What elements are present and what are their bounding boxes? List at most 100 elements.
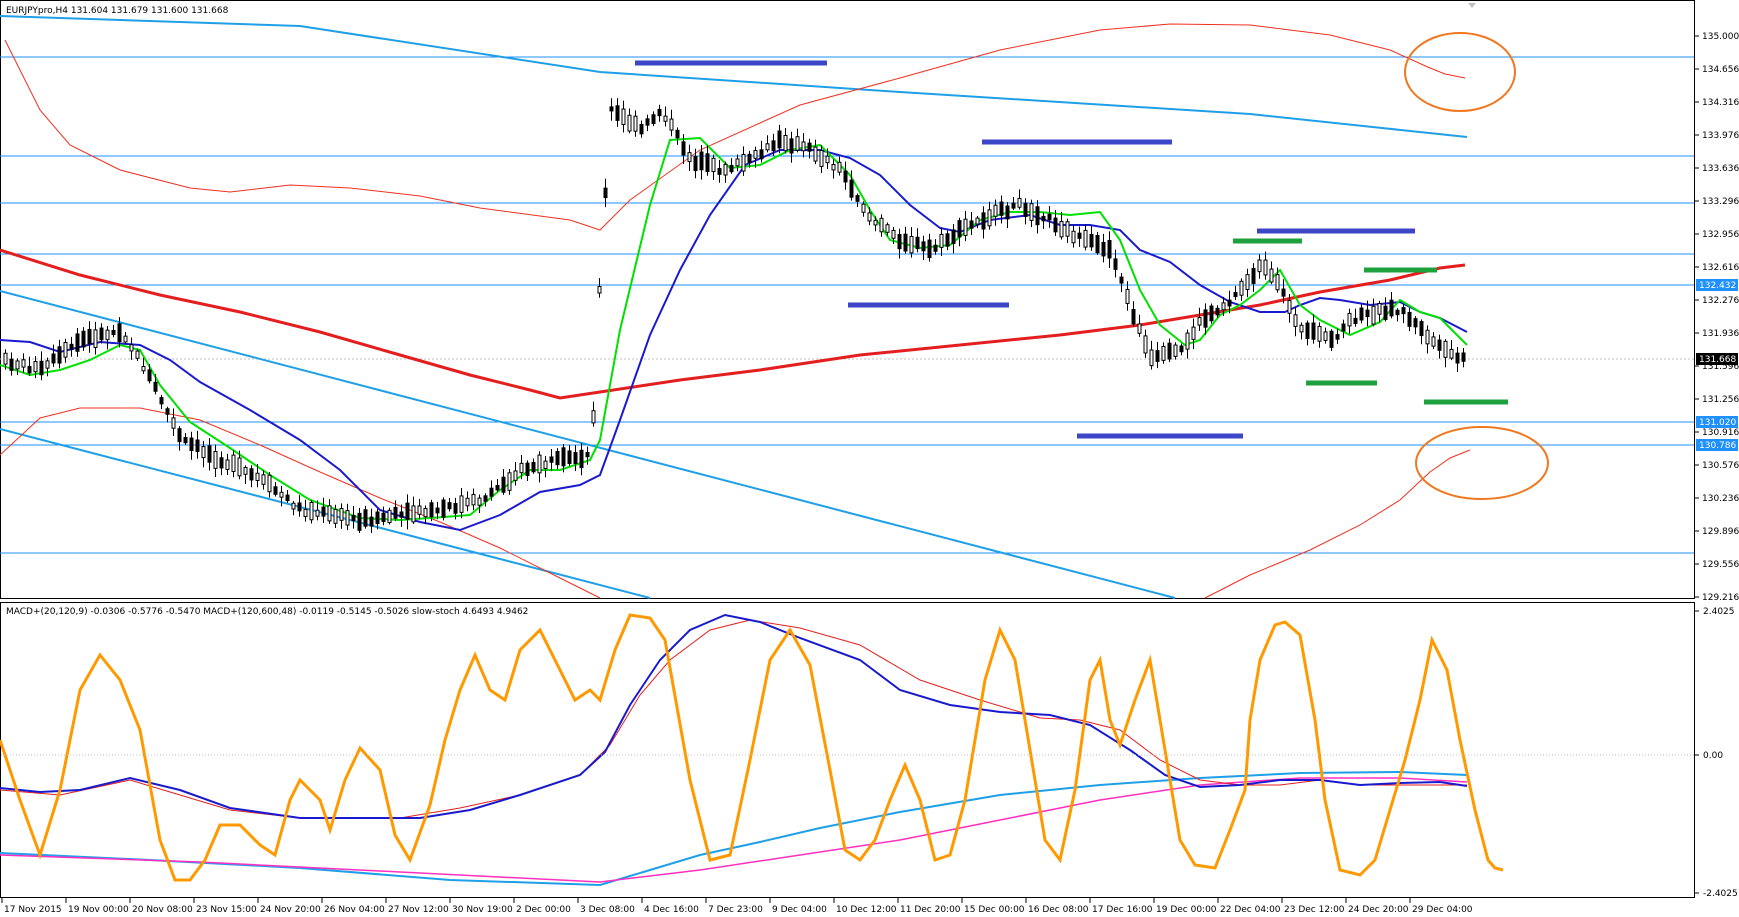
highlight-circles[interactable] <box>1404 32 1549 500</box>
candle-body <box>1179 345 1184 353</box>
candle-body <box>765 143 770 151</box>
candle-body <box>777 130 782 149</box>
candle-body <box>1419 321 1424 337</box>
candle-body <box>1347 312 1352 327</box>
time-tick-label: 22 Dec 04:00 <box>1220 905 1281 915</box>
level-markers[interactable] <box>635 60 1508 439</box>
candle-body <box>729 164 734 173</box>
candle-body <box>501 476 506 493</box>
candle-body <box>351 514 356 522</box>
candle-body <box>1101 241 1106 257</box>
candle-body <box>279 491 284 498</box>
price-tag <box>1696 416 1738 428</box>
candle-body <box>633 115 638 132</box>
time-tick-label: 3 Dec 08:00 <box>580 905 635 915</box>
price-tag <box>1696 353 1738 365</box>
candle-body <box>1257 259 1262 273</box>
candle-body <box>153 381 158 392</box>
candle-body <box>327 505 332 522</box>
candle-body <box>1161 345 1166 361</box>
price-tick-label: 132.956 <box>1702 230 1739 240</box>
candle-body <box>441 499 446 518</box>
time-tick-label: 29 Dec 04:00 <box>1412 905 1473 915</box>
candle-body <box>1461 352 1466 362</box>
candle-body <box>261 474 266 485</box>
price-tick-label: 131.596 <box>1702 362 1739 372</box>
candle-body <box>1311 322 1316 340</box>
candle-body <box>1173 344 1178 357</box>
candle-body <box>555 451 560 466</box>
candle-body <box>669 118 674 131</box>
candle-body <box>705 153 710 173</box>
candle-body <box>105 329 110 341</box>
candle-body <box>33 361 38 373</box>
indicator-title: MACD+(20,120,9) -0.0306 -0.5776 -0.5470 … <box>6 607 528 617</box>
candle-body <box>867 212 872 222</box>
candle-body <box>1275 274 1280 291</box>
candle-body <box>1095 235 1100 254</box>
candle-body <box>483 495 488 502</box>
candle-body <box>381 512 386 523</box>
price-tick-label: 133.636 <box>1702 164 1739 174</box>
candle-body <box>801 141 806 152</box>
candle-body <box>1413 318 1418 328</box>
candle-body <box>1389 299 1394 317</box>
candle-body <box>723 163 728 176</box>
scroll-marker-icon[interactable] <box>1468 3 1476 8</box>
candle-body <box>747 153 752 163</box>
candle-body <box>477 497 482 506</box>
candle-body <box>255 472 260 481</box>
candle-body <box>1191 326 1196 340</box>
candle-body <box>1035 206 1040 226</box>
candle-body <box>69 343 74 351</box>
candle-body <box>1431 336 1436 347</box>
candle-body <box>207 445 212 463</box>
candle-body <box>825 155 830 164</box>
candle-body <box>807 142 812 152</box>
candle-body <box>75 333 80 352</box>
candle-body <box>909 235 914 254</box>
candle-body <box>1023 202 1028 218</box>
envelope-bands <box>0 23 1471 599</box>
candle-body <box>1341 323 1346 332</box>
candle-body <box>609 106 614 112</box>
candle-body <box>849 179 854 198</box>
candle-body <box>525 462 530 476</box>
candle-body <box>405 502 410 520</box>
candle-body <box>759 149 764 160</box>
candle-body <box>315 509 320 517</box>
candle-body <box>1329 330 1334 348</box>
candle-body <box>1281 288 1286 297</box>
candle-body <box>1365 309 1370 318</box>
candlesticks[interactable] <box>3 98 1466 534</box>
candle-body <box>93 329 98 348</box>
candle-body <box>573 452 578 465</box>
candle-body <box>1425 329 1430 345</box>
candle-body <box>687 152 692 163</box>
candle-body <box>1233 292 1238 298</box>
main-price-panel[interactable] <box>0 0 1695 599</box>
candle-body <box>1131 309 1136 325</box>
time-tick-label: 23 Nov 15:00 <box>196 905 257 915</box>
candle-body <box>177 428 182 443</box>
candle-body <box>861 203 866 213</box>
candle-body <box>1377 302 1382 315</box>
price-axis[interactable]: 135.000 134.656 134.316 133.976 133.636 133.2… <box>1694 32 1739 603</box>
time-tick-label: 17 Nov 2015 <box>4 905 62 915</box>
candle-body <box>735 158 740 167</box>
candle-body <box>231 454 236 472</box>
time-axis[interactable]: 17 Nov 2015 19 Nov 00:00 20 Nov 08:00 23 No… <box>1 898 1473 915</box>
candle-body <box>1149 349 1154 367</box>
candle-body <box>663 115 668 122</box>
indicator-axis[interactable]: 2.4025 0.00 -2.4025 <box>1694 607 1738 899</box>
price-tick-label: 130.236 <box>1702 494 1739 504</box>
candle-body <box>1113 258 1118 270</box>
candle-body <box>321 506 326 517</box>
candle-body <box>543 460 548 469</box>
candle-body <box>567 450 572 464</box>
candle-body <box>363 509 368 527</box>
candle-body <box>387 509 392 524</box>
time-tick-label: 20 Nov 08:00 <box>132 905 193 915</box>
candle-body <box>465 497 470 507</box>
